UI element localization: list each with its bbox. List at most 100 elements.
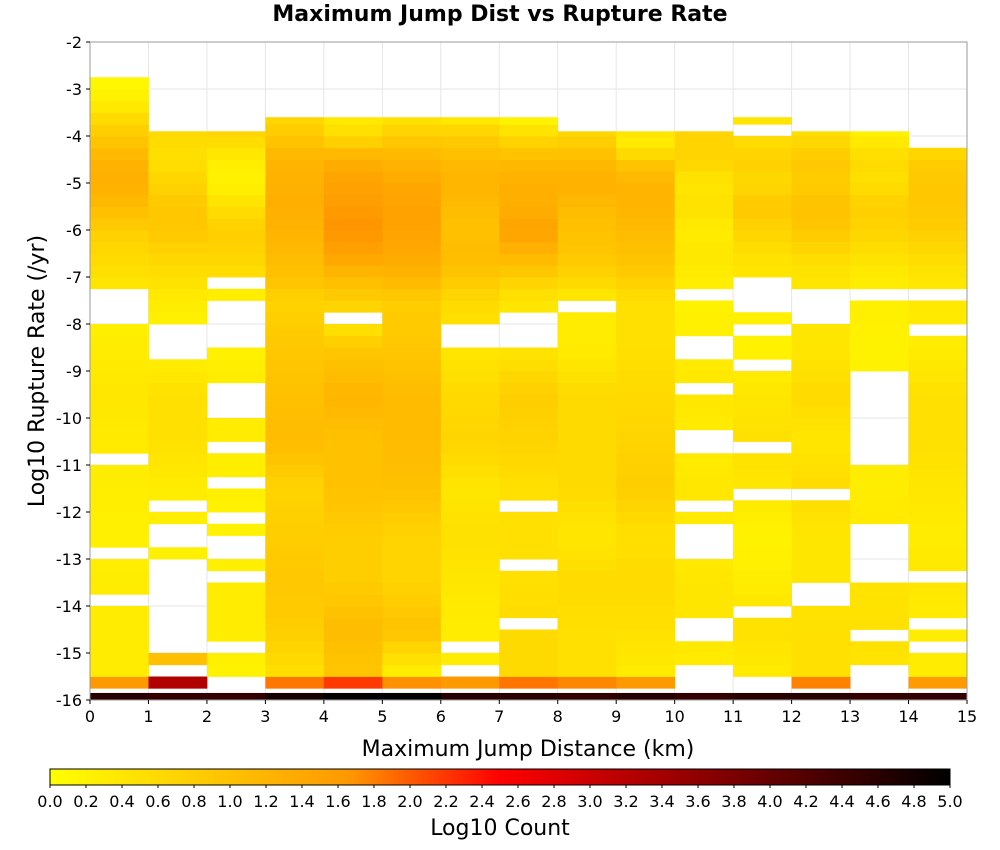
heatmap-cell [557, 194, 617, 207]
heatmap-cell [908, 218, 968, 231]
heatmap-cell [148, 382, 208, 395]
heatmap-cell [440, 570, 500, 583]
heatmap-cell [908, 441, 968, 454]
heatmap-cell [616, 136, 676, 149]
heatmap-cell [791, 559, 851, 572]
x-tick-label: 3 [260, 707, 270, 726]
heatmap-cell [440, 406, 500, 419]
heatmap-cell [382, 371, 442, 384]
heatmap-cell [323, 218, 383, 231]
heatmap-cell [908, 406, 968, 419]
heatmap-cell-bottom [148, 692, 208, 700]
heatmap-cell [733, 394, 792, 407]
heatmap-cell [616, 653, 676, 666]
heatmap-cell [733, 147, 792, 160]
heatmap-cell [733, 476, 792, 489]
heatmap-cell [908, 194, 968, 207]
heatmap-cell [616, 594, 676, 607]
y-tick-label: -6 [66, 221, 82, 240]
heatmap-cell [557, 512, 617, 525]
heatmap-cell [850, 277, 909, 290]
heatmap-cell [90, 382, 149, 395]
heatmap-cell [557, 500, 617, 513]
heatmap-cell [440, 418, 500, 431]
heatmap-cell [616, 300, 676, 313]
heatmap-cell [323, 582, 383, 595]
heatmap-cell [206, 429, 266, 442]
heatmap-cell [323, 194, 383, 207]
heatmap-cell [908, 559, 968, 572]
heatmap-cell [733, 594, 792, 607]
colorbar-tick-label: 0.0 [37, 792, 62, 811]
heatmap-cell [557, 582, 617, 595]
heatmap-cell [733, 265, 792, 278]
heatmap-cell [791, 453, 851, 466]
heatmap-cell [733, 371, 792, 384]
heatmap-cell [265, 500, 325, 513]
heatmap-cell [265, 312, 325, 325]
heatmap-cell [90, 582, 149, 595]
heatmap-cell [791, 418, 851, 431]
heatmap-cell [323, 241, 383, 254]
heatmap-cell [323, 570, 383, 583]
colorbar-ticks: 0.0 0.2 0.4 0.6 0.8 1.0 1.2 1.4 1.6 1.8 2.0 2.2 2.4 2… [37, 785, 963, 811]
heatmap-cell [733, 453, 792, 466]
heatmap-cell [908, 512, 968, 525]
heatmap-cell [674, 371, 734, 384]
heatmap-cell [850, 512, 909, 525]
heatmap-cell [382, 159, 442, 172]
heatmap-cell [557, 136, 617, 149]
heatmap-cell [90, 606, 149, 619]
heatmap-cell [499, 277, 559, 290]
heatmap-cell [733, 570, 792, 583]
heatmap-cell [323, 324, 383, 337]
heatmap-cell [206, 559, 266, 572]
heatmap-cell [440, 394, 500, 407]
heatmap-cell [616, 131, 676, 137]
heatmap-cell [733, 653, 792, 666]
y-tick-label: -9 [66, 362, 82, 381]
heatmap-cell [382, 218, 442, 231]
heatmap-cell [440, 606, 500, 619]
heatmap-cell [90, 359, 149, 372]
heatmap-cell [616, 218, 676, 231]
heatmap-cell [733, 547, 792, 560]
heatmap-cell [265, 476, 325, 489]
heatmap-cell [382, 512, 442, 525]
heatmap-cell [206, 194, 266, 207]
heatmap-cell [440, 594, 500, 607]
heatmap-cell [791, 465, 851, 478]
heatmap-cell [557, 676, 617, 689]
heatmap-cell [323, 347, 383, 360]
heatmap-cell [323, 664, 383, 677]
heatmap-cell [265, 382, 325, 395]
heatmap-cell [382, 147, 442, 160]
heatmap-cell [382, 488, 442, 501]
heatmap-cell [323, 629, 383, 642]
heatmap-cell [206, 465, 266, 478]
heatmap-cell [499, 147, 559, 160]
heatmap-cell [908, 277, 968, 290]
x-tick-label: 6 [436, 707, 446, 726]
heatmap-cell [323, 206, 383, 219]
heatmap-cell [382, 547, 442, 560]
heatmap-cell [733, 206, 792, 219]
heatmap-cell [908, 465, 968, 478]
heatmap-cell [791, 382, 851, 395]
heatmap-cell [674, 253, 734, 266]
heatmap-cell [265, 394, 325, 407]
heatmap-cell [265, 570, 325, 583]
heatmap-cell [265, 523, 325, 536]
heatmap-cell [90, 429, 149, 442]
heatmap-cell [323, 465, 383, 478]
heatmap-cell [616, 230, 676, 243]
heatmap-cell [265, 441, 325, 454]
colorbar-tick-label: 2.2 [433, 792, 458, 811]
heatmap-cell [499, 159, 559, 172]
heatmap-cell [908, 394, 968, 407]
heatmap-cell [557, 476, 617, 489]
heatmap-cell [616, 606, 676, 619]
heatmap-cell [148, 312, 208, 325]
heatmap-cell [791, 171, 851, 184]
colorbar-tick-label: 4.6 [865, 792, 890, 811]
